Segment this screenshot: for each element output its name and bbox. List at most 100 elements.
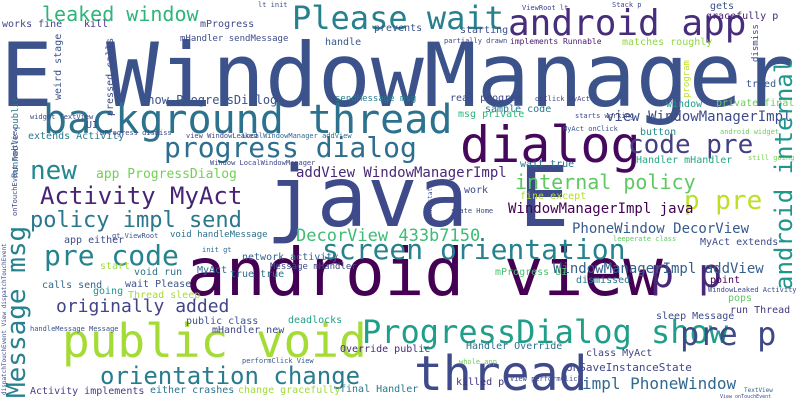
word-pre-code: pre code bbox=[44, 239, 179, 272]
word-starts-working: starts working bbox=[575, 112, 635, 120]
word-mhandler-new: mHandler new bbox=[212, 325, 285, 336]
word-public-class: public class bbox=[186, 316, 259, 327]
word-button: button bbox=[640, 127, 677, 138]
word-work: work bbox=[464, 185, 489, 196]
word-drawn-state: drawn state bbox=[427, 184, 434, 224]
word-progressdialog-show: ProgressDialog show bbox=[362, 313, 729, 351]
word-android-view: android view bbox=[186, 234, 663, 311]
word-handle: handle bbox=[325, 37, 362, 48]
word-background-thread: background thread bbox=[43, 97, 453, 143]
word-gets: gets bbox=[710, 1, 735, 12]
word-view-windowmanagerimpl: view WindowManagerImpl bbox=[606, 109, 792, 125]
word-weird-stage: weird stage bbox=[53, 33, 64, 100]
word-please-wait: Please wait bbox=[292, 0, 504, 37]
word-new: new bbox=[30, 156, 77, 186]
word-windowmanagerimpl-addview: WindowManagerImpl addView bbox=[553, 261, 764, 277]
word-windowmanagerimpl-java: WindowManagerImpl java bbox=[508, 201, 694, 217]
word-myact-onclick: MyAct onClick bbox=[563, 125, 618, 133]
word-gracefully-p: gracefully p bbox=[706, 11, 779, 22]
word-fine-except: fine except bbox=[520, 191, 587, 202]
word-policy-impl-send: policy impl send bbox=[30, 208, 242, 233]
word-point: point bbox=[710, 275, 741, 286]
word-gt-viewroot: gt ViewRoot bbox=[112, 232, 159, 240]
word-app-either: app either bbox=[64, 235, 125, 246]
word-program: program bbox=[682, 60, 692, 98]
word-either-crashes: either crashes bbox=[150, 385, 235, 396]
word-dismiss: dismiss bbox=[751, 24, 761, 62]
word-view-ontouchevent: View onTouchEvent bbox=[720, 394, 772, 400]
word-window: window bbox=[666, 99, 703, 110]
word-msg-private: msg private bbox=[458, 109, 525, 120]
word-pops: pops bbox=[728, 293, 753, 304]
word-extends-activity: extends Activity bbox=[28, 131, 125, 142]
word-wait-please: wait Please bbox=[125, 279, 192, 290]
word-pressed-calls: pressed calls bbox=[105, 37, 116, 116]
word-localwindowmanager-addview: LocalWindowManager addView bbox=[242, 132, 352, 140]
word-thread: thread bbox=[414, 346, 588, 400]
word-impl-phonewindow: impl PhoneWindow bbox=[582, 374, 737, 393]
word-viewroot-lt: ViewRoot lt bbox=[522, 4, 569, 12]
word-view-performclick: View performClick bbox=[510, 375, 582, 383]
word-dismissed: dismissed bbox=[576, 275, 631, 286]
word-internal-policy: internal policy bbox=[515, 170, 696, 194]
word-void-handlemessage: void handleMessage bbox=[170, 230, 268, 240]
word-partially-drawn: partially drawn bbox=[444, 37, 508, 45]
word-kill: kill bbox=[84, 19, 109, 30]
word-mprogress-dismiss: mProgress dismiss bbox=[100, 129, 172, 137]
word-leeperate-class: leeperate class bbox=[613, 235, 677, 243]
word-widget-textview: widget TextView bbox=[30, 113, 94, 121]
word-onclick-myact: onClick MyAct bbox=[535, 95, 590, 103]
word-activity-myact: Activity MyAct bbox=[40, 182, 243, 210]
word-change-gracefully: change gracefully bbox=[238, 385, 341, 396]
word-mprogress: mProgress bbox=[200, 19, 255, 30]
word-wait-true: wait true bbox=[520, 159, 575, 170]
word-class-myact: class MyAct bbox=[586, 348, 653, 359]
word-dispatchtouchevent: dispatchTouchEvent View dispatchTouchEve… bbox=[1, 243, 8, 395]
word-calls-send: calls send bbox=[42, 280, 103, 291]
word-pre-p: pre p bbox=[680, 315, 777, 353]
word-start: start bbox=[100, 261, 131, 272]
word-works-fine: works fine bbox=[2, 19, 63, 30]
word-phonewindow-decorview: PhoneWindow DecorView bbox=[572, 221, 750, 237]
word-killed-p: killed p bbox=[456, 377, 505, 388]
word-real-program: real program bbox=[450, 93, 523, 104]
word-handler-override: Handler Override bbox=[466, 341, 563, 352]
word-true-true: true true bbox=[230, 269, 285, 280]
word-run-thread: run Thread bbox=[730, 305, 791, 316]
word-app-progressdialog: app ProgressDialog bbox=[96, 167, 237, 182]
word-e-windowmanager: E WindowManager bbox=[0, 24, 795, 127]
word-sendmessage-msg: sendMessage msg bbox=[335, 94, 417, 104]
word-network-activity: network activity bbox=[242, 252, 339, 263]
word-void-run: void run bbox=[134, 267, 183, 278]
word-originally-added: originally added bbox=[56, 296, 230, 317]
word-handlemessage-message: handleMessage Message bbox=[30, 325, 119, 333]
word-activity-implements: Activity implements bbox=[30, 386, 145, 397]
word-mhandler-sendmessage: mHandler sendMessage bbox=[180, 34, 289, 44]
word-textview: TextView bbox=[744, 387, 773, 394]
word-show-progressdialog: show ProgressDialog bbox=[140, 93, 278, 107]
word-myact: MyAct bbox=[197, 265, 228, 276]
word-lt-init: lt init bbox=[258, 1, 288, 9]
word-code-pre: code pre bbox=[628, 130, 754, 160]
word-final-handler: final Handler bbox=[340, 384, 419, 395]
word-sleep-message: sleep Message bbox=[656, 311, 735, 322]
word-mprogress-ui: mProgress UI bbox=[495, 267, 568, 278]
word-override-public: Override public bbox=[340, 344, 431, 355]
word-still-going: still going bbox=[748, 154, 795, 162]
word-leaked-window: leaked window bbox=[42, 2, 199, 26]
word-myact-extends: MyAct extends bbox=[700, 237, 779, 248]
word-tried: tried bbox=[746, 79, 777, 90]
word-performclick-view: performClick View bbox=[242, 357, 314, 365]
word-thread-sleep: Thread sleep bbox=[128, 290, 201, 301]
word-ui: UI bbox=[86, 120, 99, 131]
word-dialog: dialog bbox=[460, 116, 641, 174]
word-android-app: android app bbox=[508, 3, 747, 44]
word-implements-runnable: implements Runnable bbox=[510, 37, 602, 46]
word-whole-app: whole app bbox=[459, 358, 497, 366]
word-going: going bbox=[93, 286, 124, 297]
word-windowleaked-activity: WindowLeaked Activity bbox=[708, 286, 797, 294]
word-android-widget: android widget bbox=[720, 128, 780, 136]
word-private-final: private final bbox=[716, 98, 795, 109]
word-decorview-433b7150: DecorView 433b7150 bbox=[296, 226, 481, 246]
